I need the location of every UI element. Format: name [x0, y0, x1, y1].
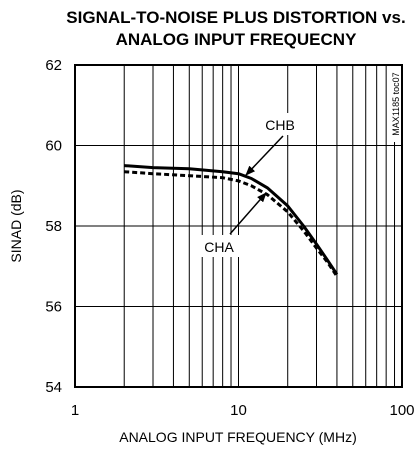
x-axis-label: ANALOG INPUT FREQUENCY (MHz): [119, 429, 357, 445]
chb-arrow: [245, 135, 284, 176]
grid: [75, 65, 402, 387]
cha-annotation: CHA: [197, 192, 267, 257]
x-tick-label: 100: [389, 402, 414, 419]
figure-code: MAX1185 toc07: [391, 72, 401, 135]
cha-label: CHA: [204, 239, 234, 255]
cha-arrow: [229, 192, 267, 235]
series-cha-line: [124, 170, 339, 278]
figure-code-group: MAX1185 toc07: [391, 66, 401, 142]
chb-label: CHB: [265, 117, 295, 133]
y-tick-label: 62: [45, 57, 62, 74]
y-tick-label: 58: [45, 218, 62, 235]
chb-annotation: CHB: [245, 113, 302, 176]
series-layer: [124, 164, 339, 278]
x-tick-labels: 1 10 100: [71, 402, 415, 419]
chb-label-bg: [258, 113, 302, 135]
y-tick-label: 56: [45, 299, 62, 316]
cha-label-bg: [197, 235, 241, 257]
y-axis-label: SINAD (dB): [8, 189, 24, 262]
figure-code-bg: [391, 66, 401, 142]
x-tick-label: 10: [230, 402, 247, 419]
chart-title-line-2: ANALOG INPUT FREQUECNY: [116, 30, 358, 49]
x-tick-label: 1: [71, 402, 79, 419]
chart-title-line-1: SIGNAL-TO-NOISE PLUS DISTORTION vs.: [66, 8, 405, 27]
series-chb-line: [124, 164, 339, 276]
y-tick-labels: 54 56 58 60 62: [45, 57, 62, 396]
y-tick-label: 60: [45, 138, 62, 155]
y-tick-label: 54: [45, 379, 62, 396]
plot-frame: [74, 64, 403, 388]
